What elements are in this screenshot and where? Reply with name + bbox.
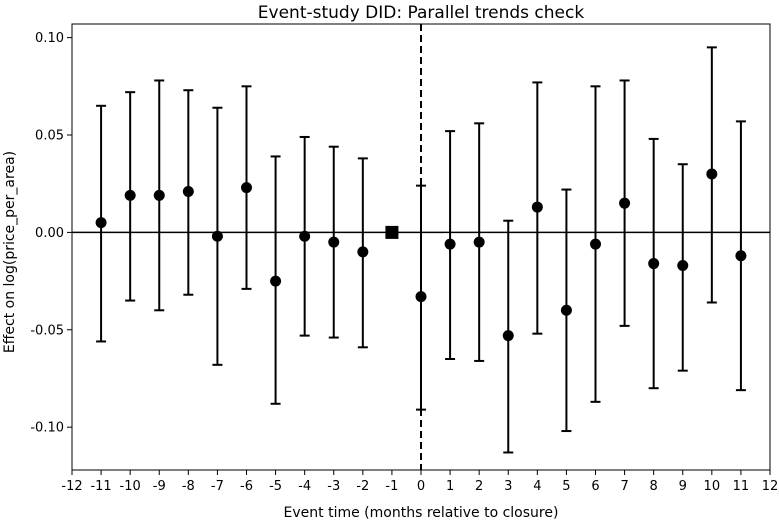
x-tick-label: 3 — [504, 479, 512, 494]
x-tick-label: 10 — [704, 479, 721, 494]
point-estimate — [124, 189, 136, 201]
y-tick-label: -0.05 — [30, 323, 64, 338]
point-estimate — [415, 291, 427, 303]
x-tick-label: 11 — [733, 479, 750, 494]
point-estimate — [560, 304, 572, 316]
x-tick-label: -8 — [182, 479, 195, 494]
point-estimate — [182, 185, 194, 197]
point-estimate — [95, 217, 107, 229]
x-axis-label: Event time (months relative to closure) — [284, 505, 559, 521]
y-tick-label: 0.10 — [35, 31, 64, 46]
point-estimate — [648, 258, 660, 270]
y-tick-label: 0.00 — [35, 226, 64, 241]
point-estimate — [677, 260, 689, 272]
point-estimate — [241, 182, 252, 194]
x-tick-label: 2 — [475, 479, 483, 494]
x-tick-label: 7 — [620, 479, 628, 494]
x-tick-label: -3 — [327, 479, 340, 494]
point-estimate — [299, 230, 311, 242]
x-tick-label: -11 — [90, 479, 111, 494]
x-tick-label: 1 — [446, 479, 454, 494]
point-estimate — [531, 201, 543, 213]
x-tick-label: 5 — [562, 479, 570, 494]
x-tick-label: -5 — [269, 479, 282, 494]
x-tick-label: 4 — [533, 479, 541, 494]
x-tick-label: -12 — [61, 479, 82, 494]
point-estimate — [706, 168, 718, 180]
x-tick-label: 9 — [679, 479, 687, 494]
x-tick-label: -2 — [356, 479, 369, 494]
point-estimate — [735, 250, 747, 262]
x-tick-label: 8 — [650, 479, 658, 494]
point-estimate — [328, 236, 340, 248]
x-tick-label: -7 — [211, 479, 224, 494]
x-tick-label: -1 — [385, 479, 398, 494]
point-estimate — [270, 275, 282, 287]
x-tick-label: -6 — [240, 479, 253, 494]
plot-area: -12 -11 -10 -9 -8 -7 -6 -5 -4 -3 -2 -1 0 1 2 3 4 5 6 7 8 9 10 1… — [30, 23, 779, 494]
point-estimate — [619, 197, 631, 209]
y-tick-label: 0.05 — [35, 129, 64, 144]
point-estimate — [357, 246, 369, 258]
chart-title: Event-study DID: Parallel trends check — [258, 3, 585, 23]
x-tick-label: -10 — [120, 479, 141, 494]
point-estimate — [590, 238, 601, 250]
point-estimate — [444, 238, 456, 250]
x-tick-label: 12 — [762, 479, 779, 494]
y-tick-label: -0.10 — [30, 421, 64, 436]
reference-period-marker — [385, 225, 399, 239]
point-estimate — [502, 330, 514, 342]
x-tick-label: 6 — [591, 479, 599, 494]
point-estimate — [473, 236, 485, 248]
x-tick-label: -4 — [298, 479, 311, 494]
x-tick-label: 0 — [417, 479, 425, 494]
x-tick-label: -9 — [153, 479, 166, 494]
point-estimate — [211, 230, 223, 242]
point-estimate — [153, 189, 165, 201]
y-axis-label: Effect on log(price_per_area) — [2, 151, 18, 353]
